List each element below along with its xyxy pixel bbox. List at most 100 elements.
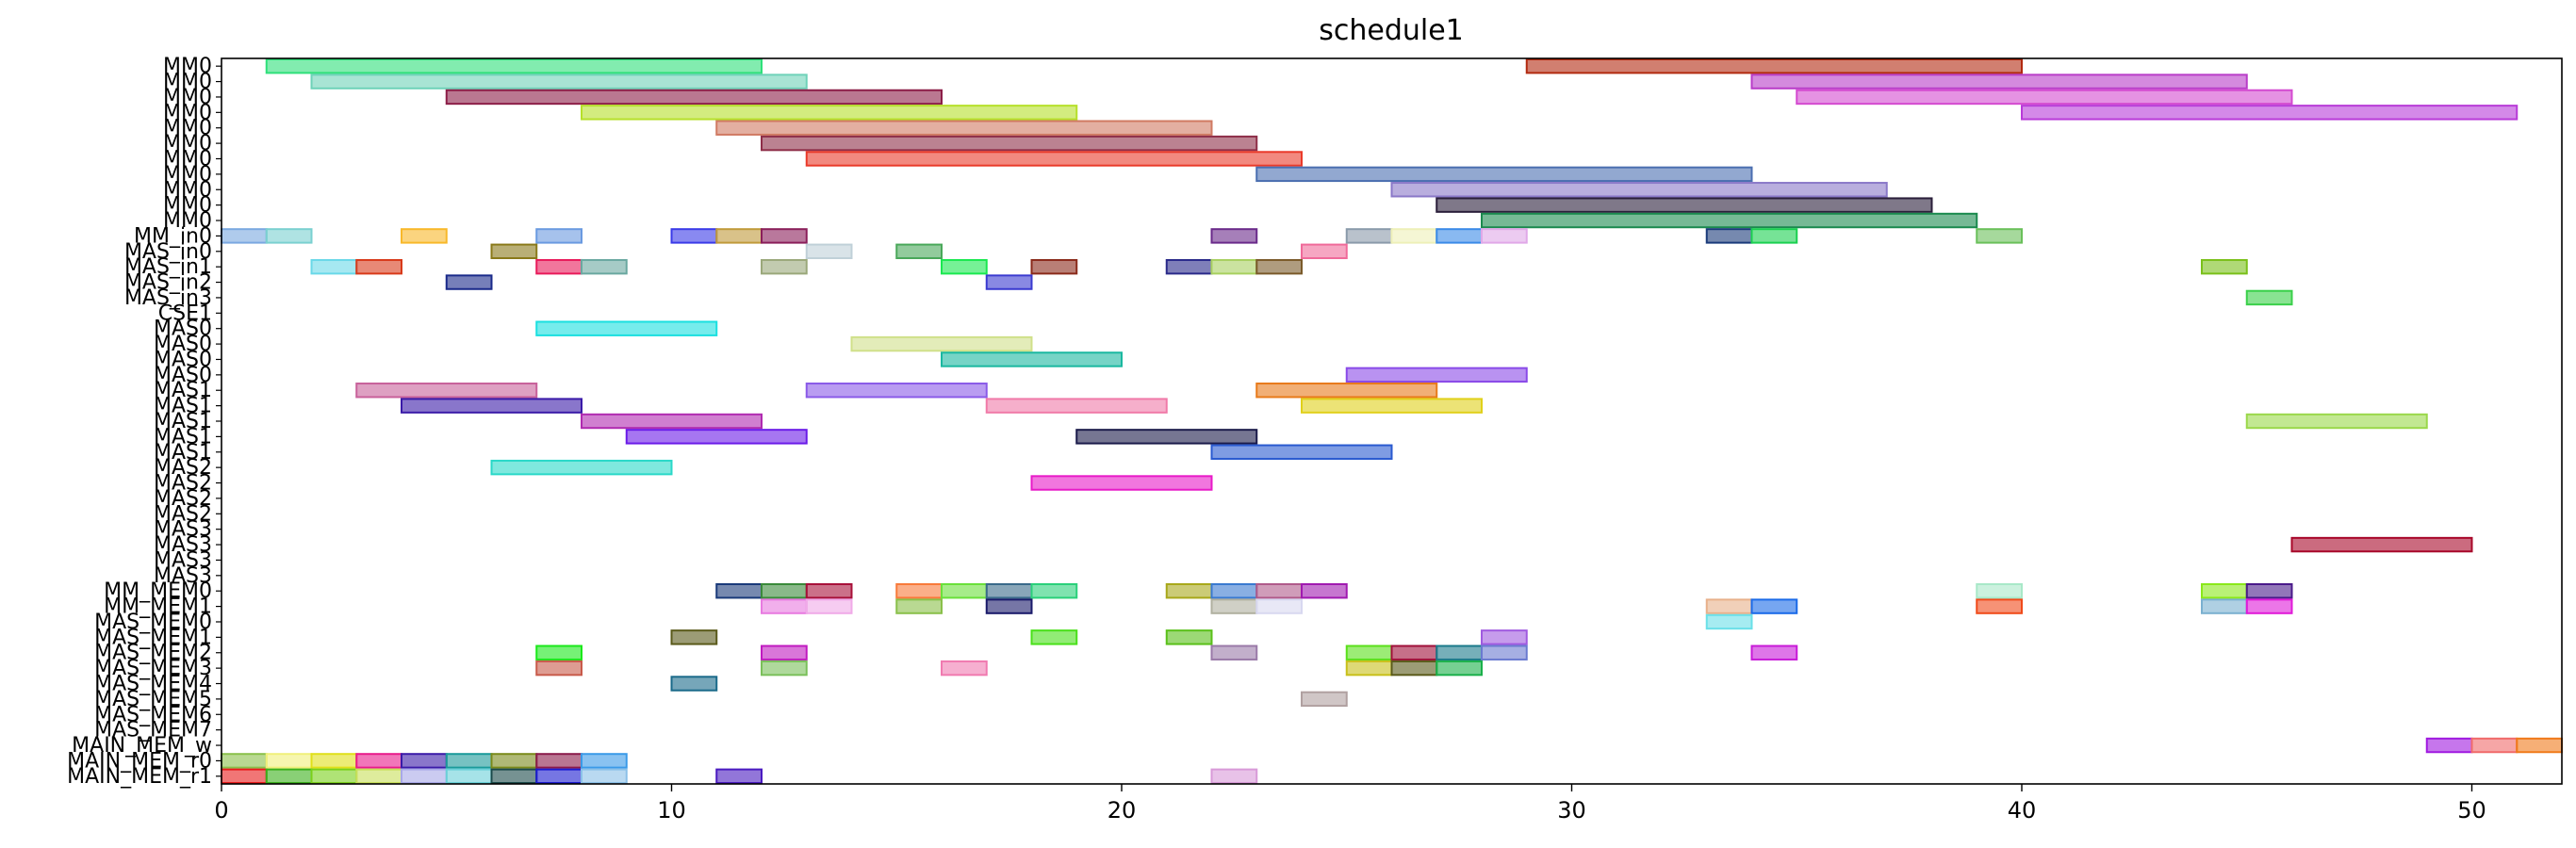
task-bar	[2201, 258, 2248, 275]
task-bar	[805, 383, 988, 399]
task-bar	[1301, 398, 1483, 414]
task-bar	[2245, 583, 2293, 599]
task-bar	[805, 583, 853, 599]
x-tick-label: 50	[2457, 797, 2486, 824]
task-bar	[1705, 598, 1753, 614]
task-bar	[1030, 258, 1078, 275]
task-bar	[941, 351, 1123, 367]
task-bar	[941, 258, 988, 275]
task-bar	[581, 258, 628, 275]
y-tick-label: MM0	[163, 209, 212, 233]
y-tick-label: MAS_in1	[124, 255, 212, 279]
task-bar	[265, 768, 313, 785]
task-bar	[310, 73, 808, 90]
task-bar	[1436, 228, 1483, 244]
y-tick-label: MAS2	[154, 502, 212, 526]
task-bar	[490, 753, 538, 769]
task-bar	[1210, 598, 1258, 614]
task-bar	[310, 753, 358, 769]
task-bar	[1750, 228, 1798, 244]
task-bar	[1210, 583, 1258, 599]
y-tick-label: MM0	[163, 101, 212, 124]
task-bar	[1481, 644, 1528, 660]
task-bar	[1165, 258, 1213, 275]
task-bar	[581, 768, 628, 785]
x-axis: 0 10 20 30 40 50	[214, 784, 2486, 824]
y-tick-label: MAS_in3	[124, 286, 212, 310]
task-bar	[445, 274, 493, 290]
task-bar	[850, 335, 1033, 352]
x-tick-label: 20	[1108, 797, 1137, 824]
task-bar	[265, 228, 313, 244]
task-bar	[1345, 228, 1393, 244]
task-bar	[1345, 660, 1393, 677]
task-bar	[1210, 258, 1258, 275]
task-bar	[2201, 583, 2248, 599]
task-bar	[1976, 583, 2023, 599]
task-bar	[2290, 536, 2473, 553]
task-bar	[1301, 243, 1348, 259]
task-bar	[1255, 598, 1303, 614]
task-bar	[761, 228, 808, 244]
task-bar	[581, 105, 1078, 121]
task-bar	[490, 768, 538, 785]
task-bar	[670, 629, 718, 645]
y-tick-label: MM_MEM1	[104, 595, 212, 619]
task-bar	[805, 243, 853, 259]
task-bar	[1750, 598, 1798, 614]
task-bar	[895, 583, 943, 599]
chart-title: schedule1	[1319, 14, 1464, 47]
bars-layer	[221, 57, 2563, 785]
task-bar	[985, 398, 1168, 414]
x-tick-label: 40	[2008, 797, 2037, 824]
task-bar	[2425, 737, 2473, 754]
y-tick-label: MAS0	[154, 364, 212, 387]
task-bar	[445, 89, 943, 106]
task-bar	[310, 768, 358, 785]
task-bar	[1301, 691, 1348, 708]
task-bar	[2201, 598, 2248, 614]
y-tick-label: MM0	[163, 163, 212, 187]
task-bar	[2245, 289, 2293, 306]
x-tick-label: 10	[657, 797, 686, 824]
task-bar	[805, 598, 853, 614]
task-bar	[1481, 629, 1528, 645]
task-bar	[895, 598, 943, 614]
task-bar	[355, 753, 402, 769]
y-tick-label: MAS_MEM6	[94, 703, 212, 726]
task-bar	[535, 228, 582, 244]
task-bar	[401, 768, 448, 785]
y-tick-label: MAS1	[154, 441, 212, 465]
task-bar	[1030, 583, 1078, 599]
task-bar	[670, 228, 718, 244]
task-bar	[221, 228, 268, 244]
task-bar	[1390, 228, 1438, 244]
task-bar	[715, 583, 763, 599]
task-bar	[2245, 413, 2428, 430]
task-bar	[535, 660, 582, 677]
task-bar	[1255, 383, 1438, 399]
task-bar	[2516, 737, 2563, 754]
task-bar	[2245, 598, 2293, 614]
task-bar	[985, 274, 1033, 290]
task-bar	[401, 228, 448, 244]
task-bar	[581, 753, 628, 769]
task-bar	[1436, 660, 1483, 677]
task-bar	[1210, 644, 1258, 660]
task-bar	[445, 753, 493, 769]
task-bar	[1165, 629, 1213, 645]
task-bar	[1976, 228, 2023, 244]
y-tick-label: MAS1	[154, 410, 212, 433]
task-bar	[805, 151, 1303, 167]
y-tick-label: MAS2	[154, 487, 212, 511]
task-bar	[1030, 629, 1078, 645]
task-bar	[1750, 644, 1798, 660]
y-tick-label: MAS0	[154, 333, 212, 356]
task-bar	[1481, 228, 1528, 244]
y-tick-label: MAS_in0	[124, 240, 212, 264]
y-tick-label: CSE1	[158, 302, 212, 325]
task-bar	[1165, 583, 1213, 599]
task-bar	[355, 768, 402, 785]
task-bar	[535, 258, 582, 275]
